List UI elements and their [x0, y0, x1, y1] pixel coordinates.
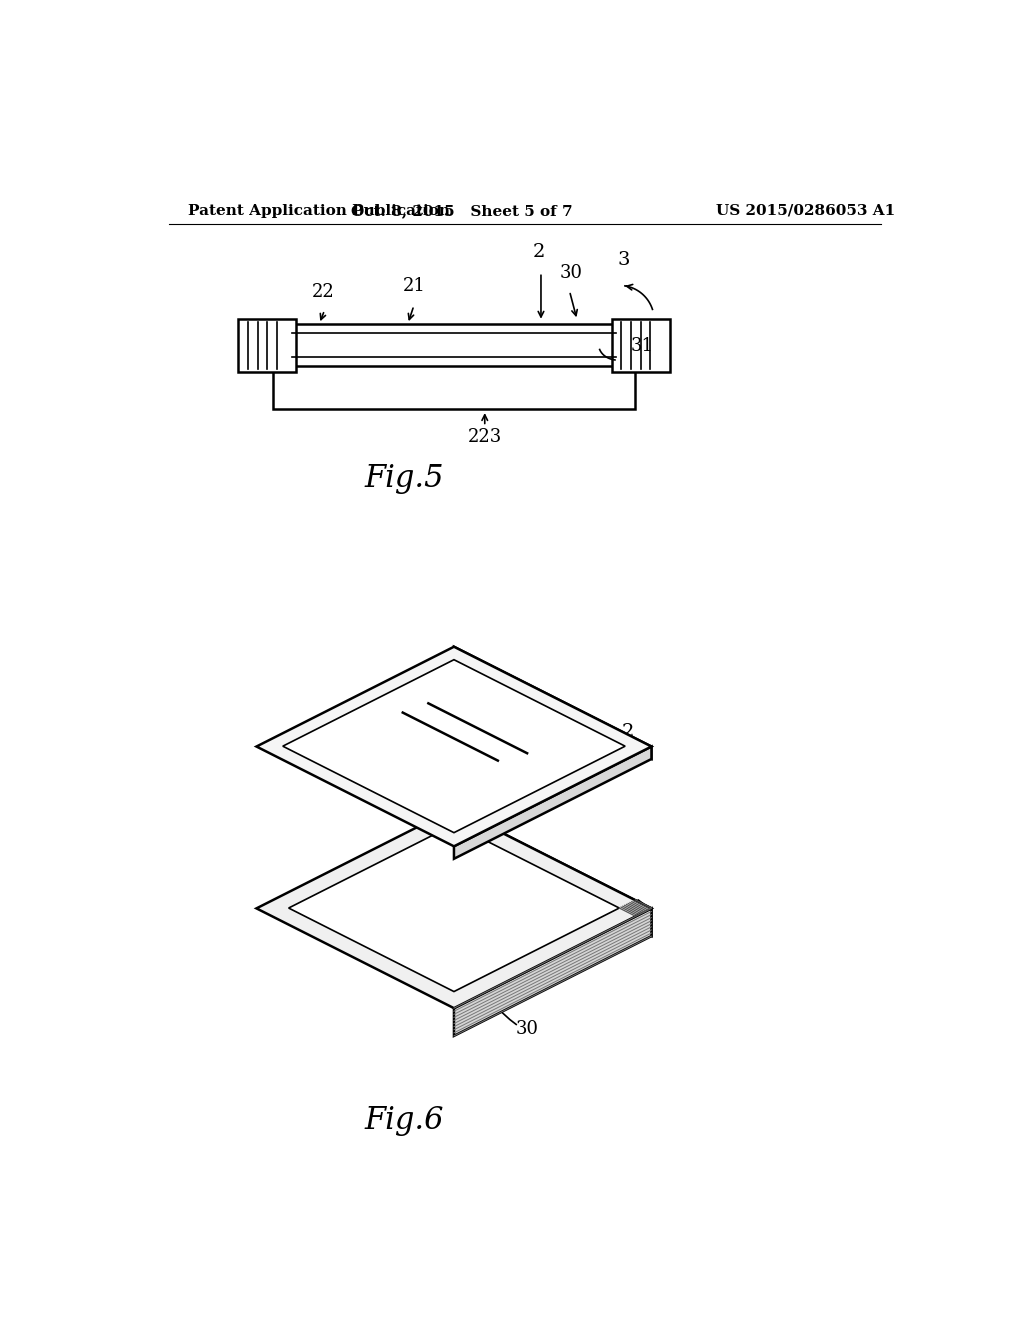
Polygon shape — [454, 908, 651, 1036]
Text: Oct. 8, 2015   Sheet 5 of 7: Oct. 8, 2015 Sheet 5 of 7 — [351, 203, 572, 218]
Polygon shape — [256, 647, 651, 846]
Text: 30: 30 — [515, 1019, 539, 1038]
Bar — [292, 323, 615, 367]
Text: Patent Application Publication: Patent Application Publication — [188, 203, 451, 218]
Text: 2: 2 — [622, 723, 634, 741]
Text: 21: 21 — [402, 277, 425, 296]
Text: 223: 223 — [468, 428, 502, 446]
Bar — [611, 318, 670, 372]
Text: US 2015/0286053 A1: US 2015/0286053 A1 — [716, 203, 895, 218]
Text: 30: 30 — [559, 264, 583, 281]
Bar — [273, 363, 635, 409]
Polygon shape — [454, 747, 651, 859]
Text: 3: 3 — [621, 912, 634, 929]
Polygon shape — [454, 647, 651, 759]
Text: 3: 3 — [617, 251, 630, 268]
Polygon shape — [289, 825, 620, 991]
Text: Fig.5: Fig.5 — [365, 462, 443, 494]
Text: 2: 2 — [532, 243, 545, 261]
Text: Fig.6: Fig.6 — [365, 1106, 443, 1137]
Text: 22: 22 — [311, 282, 335, 301]
Text: 31: 31 — [631, 337, 654, 355]
Polygon shape — [283, 660, 625, 833]
Polygon shape — [454, 809, 651, 936]
Text: 31: 31 — [532, 870, 555, 888]
Polygon shape — [256, 809, 651, 1008]
Bar — [239, 318, 296, 372]
